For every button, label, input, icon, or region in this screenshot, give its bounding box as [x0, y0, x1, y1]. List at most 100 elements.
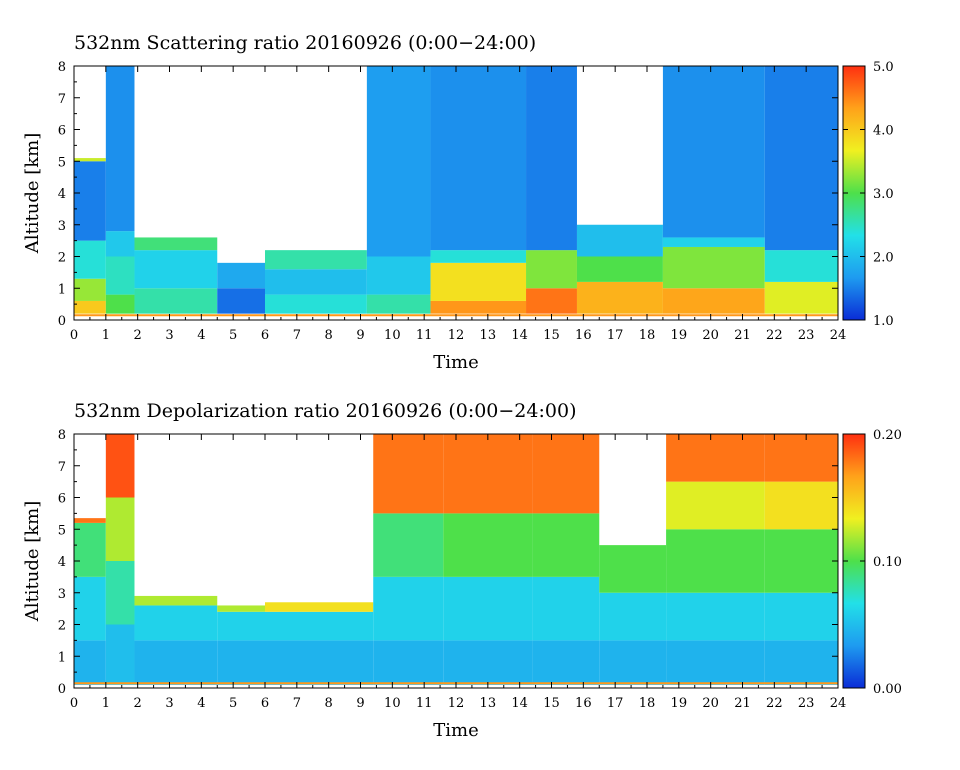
- heatmap-cell: [74, 240, 106, 279]
- x-tick-label: 14: [511, 328, 528, 343]
- heatmap-cell: [764, 481, 838, 530]
- heatmap-cell: [599, 545, 667, 593]
- x-tick-label: 23: [798, 328, 815, 343]
- heatmap-cell: [666, 434, 765, 482]
- heatmap-cell: [366, 66, 431, 257]
- y-tick-label: 1: [58, 282, 66, 297]
- y-axis: 0 1 2 3 4 5 6 7 8: [58, 428, 838, 697]
- heatmap-area: [74, 434, 838, 688]
- heatmap-cell: [666, 481, 765, 530]
- colorbar-tick-label: 3.0: [873, 187, 894, 202]
- heatmap-cell: [532, 640, 600, 685]
- colorbar-ticks: 0.00 0.10 0.20: [843, 428, 902, 697]
- colorbar-tick-label: 1.0: [873, 314, 894, 329]
- y-tick-label: 7: [58, 92, 66, 107]
- y-tick-label: 0: [58, 682, 66, 697]
- heatmap-cell: [373, 434, 444, 514]
- x-tick-label: 14: [511, 696, 528, 711]
- heatmap-cell: [532, 434, 600, 514]
- colorbar-ticks: 1.0 2.0 3.0 4.0 5.0: [843, 60, 894, 329]
- y-tick-label: 5: [58, 523, 66, 538]
- colorbar-tick-label: 5.0: [873, 60, 894, 75]
- heatmap-cell: [217, 640, 265, 685]
- heatmap-cell: [265, 640, 374, 685]
- heatmap-cell: [265, 250, 367, 270]
- x-tick-label: 6: [261, 328, 269, 343]
- heatmap-cell: [217, 605, 265, 612]
- heatmap-cell: [74, 518, 106, 523]
- heatmap-cell: [217, 262, 265, 289]
- x-tick-label: 15: [543, 328, 560, 343]
- heatmap-cell: [134, 605, 218, 641]
- heatmap-cell: [430, 66, 527, 251]
- heatmap-cell: [764, 640, 838, 685]
- heatmap-cell: [443, 434, 533, 514]
- x-tick-label: 10: [384, 328, 401, 343]
- x-tick-label: 8: [325, 328, 333, 343]
- y-tick-label: 3: [58, 219, 66, 234]
- x-tick-label: 6: [261, 696, 269, 711]
- x-tick-label: 16: [575, 696, 592, 711]
- heatmap-cell: [74, 640, 106, 685]
- x-tick-label: 24: [830, 696, 847, 711]
- heatmap-cell: [105, 624, 135, 685]
- colorbar-tick-label: 0.10: [873, 555, 902, 570]
- y-tick-label: 4: [58, 187, 66, 202]
- x-tick-label: 9: [356, 696, 364, 711]
- x-tick-label: 22: [766, 696, 783, 711]
- x-tick-label: 17: [607, 328, 624, 343]
- heatmap-cell: [105, 256, 135, 295]
- heatmap-cell: [576, 256, 663, 282]
- heatmap-cell: [430, 262, 527, 301]
- heatmap-cell: [576, 281, 663, 314]
- heatmap-cell: [366, 294, 431, 314]
- x-tick-label: 12: [448, 696, 465, 711]
- heatmap-cell: [764, 592, 838, 641]
- heatmap-cell: [666, 529, 765, 593]
- x-axis-label: Time: [433, 720, 478, 741]
- heatmap-cell: [265, 611, 374, 641]
- heatmap-cell: [764, 250, 838, 282]
- x-tick-label: 11: [416, 328, 433, 343]
- heatmap-cell: [134, 250, 218, 289]
- x-tick-label: 0: [70, 328, 78, 343]
- x-tick-label: 20: [702, 696, 719, 711]
- heatmap-cell: [599, 640, 667, 685]
- y-tick-label: 6: [58, 124, 66, 139]
- chart-title: 532nm Scattering ratio 20160926 (0:00−24…: [74, 32, 536, 54]
- x-axis-label: Time: [433, 352, 478, 373]
- x-tick-label: 5: [229, 328, 237, 343]
- heatmap-cell: [662, 288, 765, 314]
- heatmap-cell: [662, 66, 765, 238]
- heatmap-cell: [265, 269, 367, 295]
- x-tick-label: 21: [734, 328, 751, 343]
- x-tick-label: 1: [102, 328, 110, 343]
- y-tick-label: 3: [58, 587, 66, 602]
- x-tick-label: 19: [671, 696, 688, 711]
- heatmap-cell: [532, 576, 600, 641]
- x-tick-label: 8: [325, 696, 333, 711]
- x-tick-label: 10: [384, 696, 401, 711]
- x-tick-label: 2: [134, 696, 142, 711]
- x-tick-label: 22: [766, 328, 783, 343]
- x-tick-label: 18: [639, 328, 656, 343]
- x-axis: 0 1 2 3 4 5 6 7 8 9 10 11 12 13 14 15 16 17 18 19 20 21 22 23 24: [70, 66, 846, 343]
- y-tick-label: 7: [58, 460, 66, 475]
- colorbar-tick-label: 0.00: [873, 682, 902, 697]
- x-tick-label: 21: [734, 696, 751, 711]
- y-tick-label: 2: [58, 251, 66, 266]
- x-tick-label: 1: [102, 696, 110, 711]
- heatmap-cell: [599, 592, 667, 641]
- heatmap-cell: [74, 161, 106, 241]
- heatmap-cell: [532, 513, 600, 577]
- heatmap-cell: [526, 250, 577, 289]
- y-tick-label: 1: [58, 650, 66, 665]
- y-tick-label: 8: [58, 60, 66, 75]
- x-tick-label: 3: [165, 696, 173, 711]
- x-tick-label: 2: [134, 328, 142, 343]
- heatmap-cell: [74, 158, 106, 162]
- heatmap-cell: [430, 300, 527, 314]
- x-axis: 0 1 2 3 4 5 6 7 8 9 10 11 12 13 14 15 16 17 18 19 20 21 22 23 24: [70, 434, 846, 711]
- heatmap-cell: [373, 576, 444, 641]
